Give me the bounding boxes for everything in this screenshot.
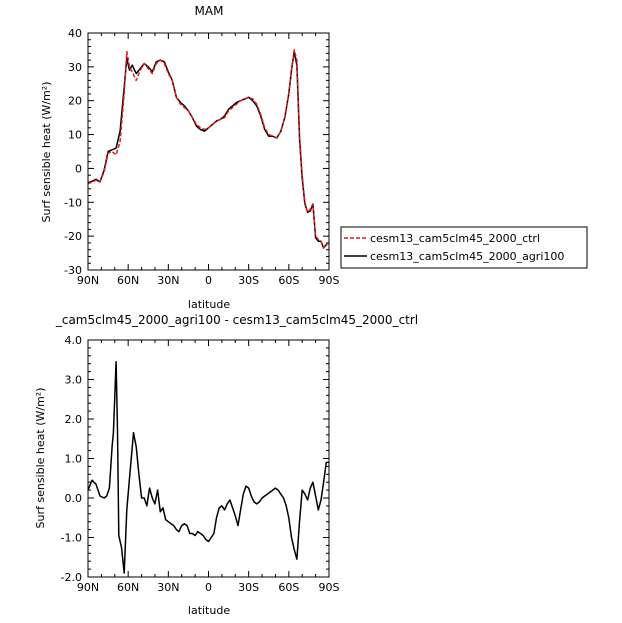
bottom-panel: _cam5clm45_2000_agri100 - cesm13_cam5clm… [34,313,418,617]
legend-label-ctrl: cesm13_cam5clm45_2000_ctrl [370,232,540,245]
top-x-tick-label: 30N [157,274,179,287]
legend-label-agri100: cesm13_cam5clm45_2000_agri100 [370,250,564,263]
bottom-series-line-0 [87,360,329,574]
bottom-plot-title: _cam5clm45_2000_agri100 - cesm13_cam5clm… [55,313,418,327]
bottom-x-tick-label: 60N [117,581,139,594]
top-y-tick-label: -30 [64,264,82,277]
bottom-axis-ticks: 90N 60N 30N 0 30S 60S 90S -2.0 -1.0 0.0 1.0 2.0 3.0 4… [61,334,340,594]
top-y-tick-label: -10 [64,196,82,209]
bottom-y-tick-label: 4.0 [65,334,83,347]
bottom-y-tick-label: 3.0 [65,374,83,387]
bottom-y-tick-label: -1.0 [61,532,82,545]
top-y-tick-label: 0 [75,162,82,175]
top-y-tick-label: 30 [68,61,82,74]
top-x-axis-label: latitude [188,298,230,311]
bottom-plot-frame [87,339,330,578]
top-plot-frame [87,32,330,271]
bottom-x-tick-label: 30N [157,581,179,594]
legend-box [340,226,588,269]
top-x-tick-label: 0 [205,274,212,287]
top-y-tick-label: 20 [68,95,82,108]
top-series-line-1 [87,50,330,249]
top-x-tick-label: 60N [117,274,139,287]
top-y-tick-label: -20 [64,230,82,243]
bottom-x-tick-label: 0 [205,581,212,594]
legend: cesm13_cam5clm45_2000_ctrl cesm13_cam5cl… [340,226,588,269]
bottom-x-tick-label: 60S [278,581,299,594]
top-panel: MAM Surf sensible heat (W/m²) latitude 9… [40,4,340,311]
bottom-y-tick-label: 2.0 [65,413,83,426]
bottom-y-tick-label: 0.0 [65,492,83,505]
bottom-y-tick-label: -2.0 [61,571,82,584]
bottom-series-lines [87,360,329,574]
bottom-x-axis-label: latitude [188,604,230,617]
bottom-x-tick-label: 30S [238,581,259,594]
top-x-tick-label: 90S [319,274,340,287]
top-x-tick-label: 90N [77,274,99,287]
bottom-x-tick-label: 90S [319,581,340,594]
top-axis-ticks: 90N 60N 30N 0 30S 60S 90S -30 -20 -10 0 10 20 30 40 [64,27,339,287]
top-plot-title: MAM [195,4,224,18]
top-series-lines [87,49,330,249]
top-y-tick-label: 10 [68,129,82,142]
top-x-tick-label: 60S [278,274,299,287]
top-x-tick-label: 30S [238,274,259,287]
top-y-tick-label: 40 [68,27,82,40]
bottom-y-axis-label: Surf sensible heat (W/m²) [34,388,47,529]
bottom-y-tick-label: 1.0 [65,453,83,466]
top-y-axis-label: Surf sensible heat (W/m²) [40,82,53,223]
bottom-x-tick-label: 90N [77,581,99,594]
